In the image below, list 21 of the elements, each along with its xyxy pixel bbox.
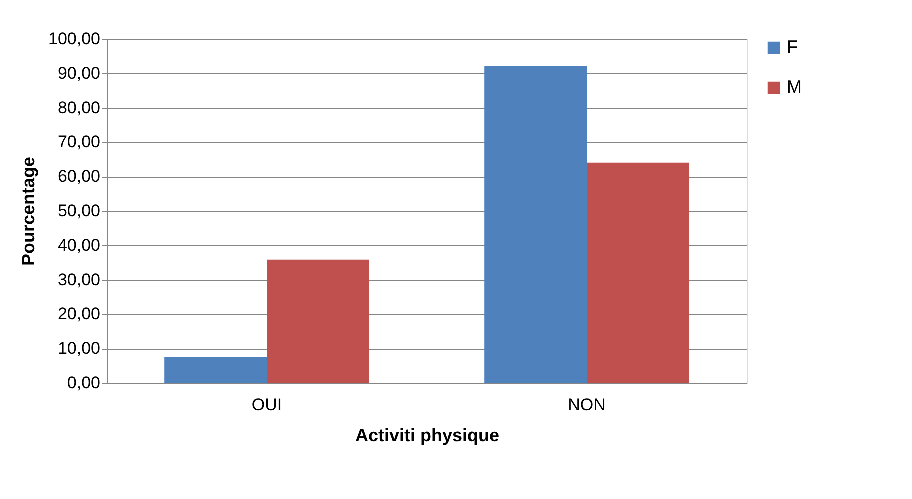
- x-tick-label: OUI: [252, 396, 282, 414]
- legend-label: F: [787, 37, 798, 57]
- y-tick-label: 50,00: [58, 202, 100, 220]
- y-tick-label: 80,00: [58, 98, 100, 118]
- legend-label: M: [787, 77, 802, 97]
- y-tick-label: 70,00: [58, 132, 100, 152]
- y-tick-label: 60,00: [58, 167, 100, 186]
- y-tick-label: 0,00: [67, 374, 100, 392]
- y-axis-title: Pourcentage: [18, 156, 39, 266]
- y-tick-label: 40,00: [58, 236, 100, 255]
- y-tick-label: 20,00: [58, 304, 100, 324]
- bar: [484, 66, 587, 383]
- bar: [164, 357, 267, 383]
- bar: [587, 162, 690, 383]
- x-axis-title: Activiti physique: [355, 426, 500, 446]
- bar: [267, 260, 370, 383]
- y-tick-label: 30,00: [58, 270, 100, 290]
- y-tick-label: 100,00: [48, 30, 100, 48]
- y-tick-label: 90,00: [58, 64, 100, 83]
- y-tick-label: 10,00: [58, 339, 100, 358]
- x-tick-label: NON: [568, 396, 606, 414]
